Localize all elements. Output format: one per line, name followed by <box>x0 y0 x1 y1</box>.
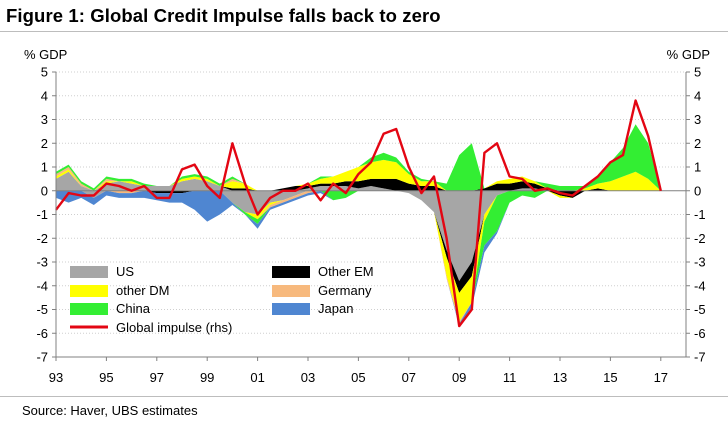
right-tick-label--4: -4 <box>694 278 706 293</box>
figure-title: Figure 1: Global Credit Impulse falls ba… <box>6 5 441 26</box>
right-tick-label--7: -7 <box>694 350 706 365</box>
x-tick-label-09: 09 <box>452 370 466 385</box>
left-tick-label--2: -2 <box>36 231 48 246</box>
x-tick-label-13: 13 <box>553 370 567 385</box>
source-note: Source: Haver, UBS estimates <box>22 403 198 418</box>
left-tick-label-5: 5 <box>41 65 48 80</box>
grid-lines <box>56 71 686 358</box>
x-tick-label-99: 99 <box>200 370 214 385</box>
left-tick-label--5: -5 <box>36 302 48 317</box>
left-tick-label-2: 2 <box>41 136 48 151</box>
legend: US Other EM other DM Germany China Japan Globa… <box>70 264 374 335</box>
right-tick-label-5: 5 <box>694 65 701 80</box>
left-tick-label--7: -7 <box>36 350 48 365</box>
right-tick-label--6: -6 <box>694 326 706 341</box>
right-tick-label-0: 0 <box>694 183 701 198</box>
x-tick-label-17: 17 <box>654 370 668 385</box>
right-tick-label-2: 2 <box>694 136 701 151</box>
right-tick-label--1: -1 <box>694 207 706 222</box>
x-tick-label-01: 01 <box>250 370 264 385</box>
x-tick-label-93: 93 <box>49 370 63 385</box>
global-impulse-line <box>55 99 662 328</box>
right-tick-label--3: -3 <box>694 255 706 270</box>
left-tick-label--1: -1 <box>36 207 48 222</box>
left-tick-label--4: -4 <box>36 278 48 293</box>
legend-label-other-dm: other DM <box>116 283 169 298</box>
legend-swatch-germany <box>272 285 310 297</box>
left-tick-label-4: 4 <box>41 88 48 103</box>
legend-swatch-japan <box>272 303 310 315</box>
x-tick-label-95: 95 <box>99 370 113 385</box>
left-axis-unit: % GDP <box>24 47 68 62</box>
right-axis-unit: % GDP <box>666 47 710 62</box>
right-tick-label--5: -5 <box>694 302 706 317</box>
left-tick-label--3: -3 <box>36 255 48 270</box>
legend-label-global-impulse-rhs: Global impulse (rhs) <box>116 320 232 335</box>
x-tick-label-05: 05 <box>351 370 365 385</box>
left-tick-label-1: 1 <box>41 160 48 175</box>
legend-swatch-other-em <box>272 266 310 278</box>
x-tick-label-11: 11 <box>503 370 517 385</box>
global-impulse-line-group <box>55 99 662 328</box>
legend-label-us: US <box>116 264 134 279</box>
right-tick-label-3: 3 <box>694 112 701 127</box>
x-tick-label-07: 07 <box>402 370 416 385</box>
legend-label-germany: Germany <box>318 283 372 298</box>
right-tick-label-4: 4 <box>694 88 701 103</box>
legend-label-china: China <box>116 301 151 316</box>
legend-label-other-em: Other EM <box>318 264 374 279</box>
x-tick-label-15: 15 <box>603 370 617 385</box>
source-rule <box>0 396 728 397</box>
x-tick-label-03: 03 <box>301 370 315 385</box>
legend-swatch-other-dm <box>70 285 108 297</box>
legend-swatch-china <box>70 303 108 315</box>
left-tick-label-0: 0 <box>41 183 48 198</box>
left-tick-label--6: -6 <box>36 326 48 341</box>
title-rule <box>0 31 728 32</box>
legend-label-japan: Japan <box>318 301 353 316</box>
right-tick-label-1: 1 <box>694 160 701 175</box>
axes: 5 54 43 32 21 10 0-1 -1-2 -2-3 -3-4 -4-5 -5-6 -6-7 -7… <box>36 65 705 386</box>
right-tick-label--2: -2 <box>694 231 706 246</box>
legend-swatch-us <box>70 266 108 278</box>
x-tick-label-97: 97 <box>150 370 164 385</box>
left-tick-label-3: 3 <box>41 112 48 127</box>
